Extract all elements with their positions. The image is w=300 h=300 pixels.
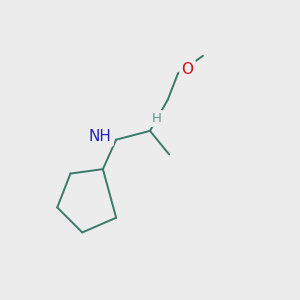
Text: H: H [152, 112, 161, 125]
Text: O: O [182, 61, 194, 76]
Text: H: H [152, 112, 161, 125]
Text: NH: NH [89, 129, 112, 144]
Text: O: O [182, 61, 194, 76]
Text: NH: NH [89, 129, 112, 144]
